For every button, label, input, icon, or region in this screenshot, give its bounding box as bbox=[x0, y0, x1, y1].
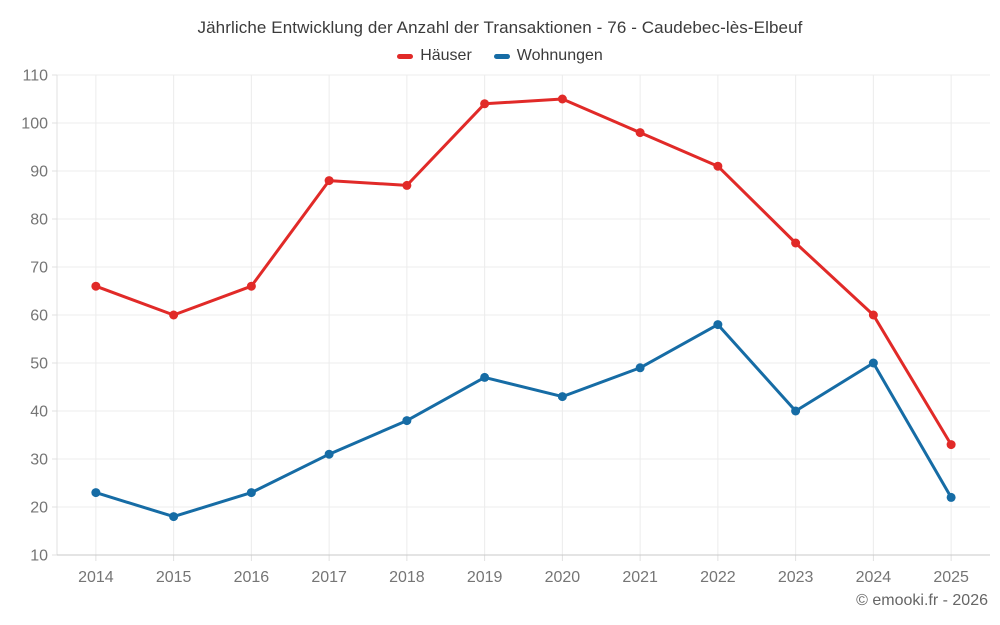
series-line-hauser bbox=[94, 97, 953, 447]
data-point-wohnungen-2016[interactable] bbox=[246, 488, 256, 498]
y-tick-label: 110 bbox=[22, 68, 48, 85]
x-tick-label: 2018 bbox=[389, 569, 425, 586]
data-point-hauser-2024[interactable] bbox=[868, 310, 878, 320]
y-tick-label: 10 bbox=[30, 548, 48, 565]
chart-title: Jährliche Entwicklung der Anzahl der Tra… bbox=[197, 18, 803, 37]
data-point-hauser-2015[interactable] bbox=[169, 310, 179, 320]
series bbox=[91, 94, 956, 522]
axis-labels: 10 20 30 40 50 60 70 80 90 100 110 2014 2015 2016 2017… bbox=[21, 68, 969, 587]
y-tick-label: 70 bbox=[30, 260, 48, 277]
data-point-wohnungen-2024[interactable] bbox=[868, 358, 878, 368]
y-tick-label: 50 bbox=[30, 356, 48, 373]
data-point-wohnungen-2019[interactable] bbox=[480, 372, 490, 382]
data-point-hauser-2022[interactable] bbox=[713, 161, 723, 171]
data-point-wohnungen-2022[interactable] bbox=[713, 320, 723, 330]
data-point-wohnungen-2018[interactable] bbox=[402, 416, 412, 426]
y-tick-label: 60 bbox=[30, 308, 48, 325]
wohnungen-series-swatch-icon bbox=[493, 53, 510, 59]
x-tick-label: 2021 bbox=[622, 569, 658, 586]
legend-item-wohnungen[interactable]: Wohnungen bbox=[493, 47, 603, 65]
data-point-wohnungen-2020[interactable] bbox=[557, 392, 567, 402]
series-hauser bbox=[91, 94, 956, 450]
data-point-hauser-2016[interactable] bbox=[246, 281, 256, 291]
axes bbox=[52, 74, 990, 561]
data-point-wohnungen-2023[interactable] bbox=[791, 406, 801, 416]
y-tick-label: 30 bbox=[30, 452, 48, 469]
x-tick-label: 2020 bbox=[545, 569, 581, 586]
y-tick-label: 80 bbox=[30, 212, 48, 229]
data-point-hauser-2020[interactable] bbox=[557, 94, 567, 104]
x-tick-label: 2017 bbox=[311, 569, 347, 586]
x-tick-label: 2019 bbox=[467, 569, 503, 586]
data-point-hauser-2021[interactable] bbox=[635, 128, 645, 138]
copyright-notice: © emooki.fr - 2026 bbox=[856, 592, 988, 609]
legend-item-hauser[interactable]: Häuser bbox=[397, 47, 472, 65]
data-point-hauser-2018[interactable] bbox=[402, 180, 412, 190]
x-tick-label: 2023 bbox=[778, 569, 814, 586]
data-point-hauser-2023[interactable] bbox=[791, 238, 801, 248]
series-wohnungen bbox=[91, 320, 956, 522]
data-point-wohnungen-2025[interactable] bbox=[946, 492, 956, 502]
y-tick-label: 100 bbox=[21, 116, 48, 133]
x-tick-label: 2025 bbox=[933, 569, 969, 586]
data-point-wohnungen-2021[interactable] bbox=[635, 363, 645, 373]
legend-label: Häuser bbox=[420, 47, 472, 64]
data-point-wohnungen-2014[interactable] bbox=[91, 488, 101, 498]
data-point-hauser-2014[interactable] bbox=[91, 281, 101, 291]
series-line-wohnungen bbox=[94, 323, 953, 519]
x-tick-label: 2024 bbox=[856, 569, 892, 586]
legend: Häuser Wohnungen bbox=[0, 47, 1000, 65]
hauser-series-swatch-icon bbox=[397, 53, 414, 59]
x-tick-label: 2022 bbox=[700, 569, 736, 586]
y-tick-label: 40 bbox=[30, 404, 48, 421]
x-tick-label: 2016 bbox=[234, 569, 270, 586]
x-tick-label: 2015 bbox=[156, 569, 192, 586]
data-point-hauser-2017[interactable] bbox=[324, 176, 334, 186]
y-tick-label: 20 bbox=[30, 500, 48, 517]
data-point-wohnungen-2015[interactable] bbox=[169, 512, 179, 522]
data-point-hauser-2025[interactable] bbox=[946, 440, 956, 450]
x-tick-label: 2014 bbox=[78, 569, 114, 586]
y-tick-label: 90 bbox=[30, 164, 48, 181]
legend-label: Wohnungen bbox=[516, 47, 603, 64]
gridlines bbox=[57, 74, 990, 555]
data-point-wohnungen-2017[interactable] bbox=[324, 449, 334, 459]
data-point-hauser-2019[interactable] bbox=[480, 99, 490, 109]
